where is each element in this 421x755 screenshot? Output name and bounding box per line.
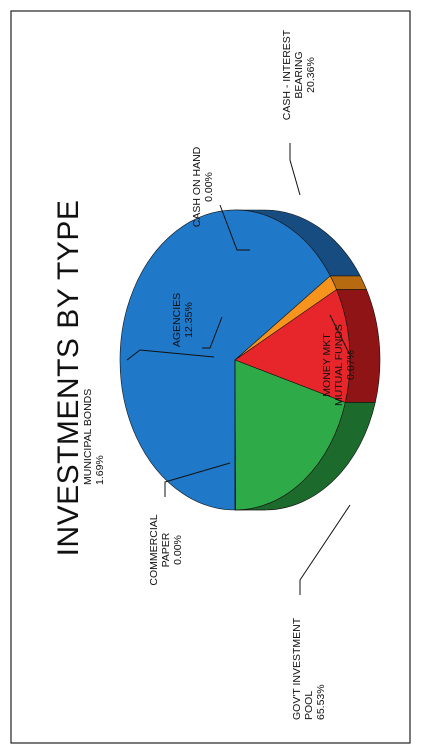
label-leader-line: [202, 316, 223, 349]
label-leader-line: [219, 204, 250, 251]
slice-label-line: 65.53%: [315, 684, 327, 720]
pie-slice: [234, 289, 351, 403]
slice-label-line: MUNICIPAL BONDS: [82, 389, 94, 485]
slice-label-line: MUTUAL FUNDS: [333, 324, 345, 406]
slice-label-line: PAPER: [160, 532, 172, 567]
slice-label-line: 0.00%: [172, 535, 184, 565]
slice-label-line: AGENCIES: [171, 293, 183, 347]
slice-labels: GOV'T INVESTMENT POOL 65.53% COMMERCIAL PAPE…: [82, 29, 357, 720]
slice-label-line: 20.36%: [305, 57, 317, 93]
label-leader-line: [126, 349, 215, 361]
slice-label-line: POOL: [303, 691, 315, 720]
label-leader-line: [329, 314, 351, 375]
pie: [119, 209, 381, 511]
pie-slice: [234, 359, 346, 511]
chart-frame: [10, 10, 411, 744]
slice-label-line: 0.07%: [345, 350, 357, 380]
label-leader-line: [164, 462, 231, 497]
label-leader-line: [289, 143, 301, 196]
slice-label-line: MONEY MKT: [321, 333, 333, 397]
slice-label-line: CASH - INTEREST: [281, 29, 293, 120]
slice-label-line: BEARING: [293, 51, 305, 98]
slice-label-line: COMMERCIAL: [148, 514, 160, 585]
pie-slice: [119, 209, 331, 511]
slice-label-line: 1.69%: [94, 455, 106, 485]
slice-label-line: 0.00%: [203, 172, 215, 202]
pie-slice: [234, 359, 236, 511]
label-leader-line: [299, 504, 351, 595]
slice-label-line: CASH ON HAND: [191, 146, 203, 227]
slice-label-line: 12.35%: [183, 302, 195, 338]
chart-title: INVESTMENTS BY TYPE: [52, 200, 85, 557]
slice-label-line: GOV'T INVESTMENT: [291, 617, 303, 720]
